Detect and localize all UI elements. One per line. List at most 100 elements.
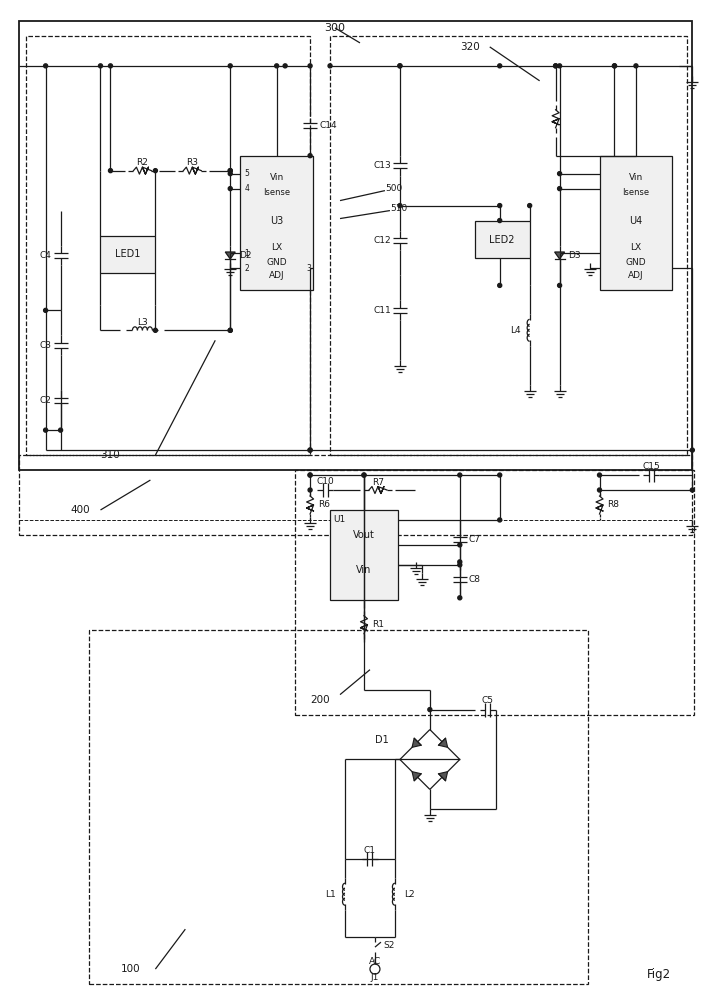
Polygon shape bbox=[438, 772, 447, 781]
Circle shape bbox=[428, 708, 432, 712]
Text: U3: U3 bbox=[270, 216, 283, 226]
Circle shape bbox=[44, 64, 47, 68]
Text: C3: C3 bbox=[40, 341, 52, 350]
Circle shape bbox=[498, 204, 502, 208]
Circle shape bbox=[612, 64, 617, 68]
Circle shape bbox=[59, 428, 62, 432]
Text: D2: D2 bbox=[239, 251, 252, 260]
Circle shape bbox=[308, 473, 312, 477]
Bar bbox=[475, 221, 530, 258]
Circle shape bbox=[362, 473, 366, 477]
Text: Vin: Vin bbox=[629, 173, 643, 182]
Text: 200: 200 bbox=[310, 695, 330, 705]
Text: 510: 510 bbox=[390, 204, 407, 213]
Circle shape bbox=[598, 488, 602, 492]
Text: Vin: Vin bbox=[356, 565, 372, 575]
Circle shape bbox=[498, 64, 502, 68]
Circle shape bbox=[458, 543, 462, 547]
Circle shape bbox=[634, 64, 638, 68]
Text: R7: R7 bbox=[372, 478, 384, 487]
Text: D1: D1 bbox=[375, 735, 389, 745]
Text: U1: U1 bbox=[333, 515, 346, 524]
Text: 1: 1 bbox=[244, 249, 249, 258]
Circle shape bbox=[362, 473, 366, 477]
Circle shape bbox=[308, 473, 312, 477]
Circle shape bbox=[44, 308, 47, 312]
Text: LX: LX bbox=[271, 243, 282, 252]
Circle shape bbox=[283, 64, 287, 68]
Bar bbox=[295, 470, 695, 715]
Circle shape bbox=[108, 64, 113, 68]
Circle shape bbox=[228, 172, 232, 176]
Text: R3: R3 bbox=[186, 158, 198, 167]
Text: Fig2: Fig2 bbox=[647, 968, 671, 981]
Circle shape bbox=[228, 328, 232, 332]
Circle shape bbox=[558, 64, 561, 68]
Circle shape bbox=[498, 283, 502, 287]
Text: Isense: Isense bbox=[622, 188, 649, 197]
Text: 300: 300 bbox=[324, 23, 346, 33]
Text: 500: 500 bbox=[385, 184, 402, 193]
Bar bbox=[101, 236, 155, 273]
Text: 320: 320 bbox=[459, 42, 479, 52]
Text: J1: J1 bbox=[371, 973, 379, 982]
Circle shape bbox=[458, 563, 462, 567]
Circle shape bbox=[308, 64, 312, 68]
Text: 2: 2 bbox=[244, 264, 249, 273]
Polygon shape bbox=[554, 252, 564, 259]
Text: Vin: Vin bbox=[270, 173, 284, 182]
Circle shape bbox=[458, 596, 462, 600]
Text: 3: 3 bbox=[306, 264, 311, 273]
Circle shape bbox=[498, 518, 502, 522]
Text: R8: R8 bbox=[607, 500, 620, 509]
Circle shape bbox=[458, 473, 462, 477]
Polygon shape bbox=[225, 252, 235, 259]
Text: 4: 4 bbox=[244, 184, 249, 193]
Polygon shape bbox=[412, 772, 421, 781]
Circle shape bbox=[458, 560, 462, 564]
Circle shape bbox=[558, 172, 561, 176]
Circle shape bbox=[154, 328, 157, 332]
Text: GND: GND bbox=[626, 258, 646, 267]
Text: R6: R6 bbox=[318, 500, 330, 509]
Text: C15: C15 bbox=[643, 462, 661, 471]
Circle shape bbox=[554, 64, 558, 68]
Bar bbox=[18, 455, 692, 535]
Bar bbox=[18, 21, 692, 470]
Text: Vout: Vout bbox=[353, 530, 375, 540]
Bar bbox=[600, 156, 673, 290]
Circle shape bbox=[228, 169, 232, 173]
Text: GND: GND bbox=[266, 258, 287, 267]
Circle shape bbox=[308, 448, 312, 452]
Circle shape bbox=[108, 169, 113, 173]
Circle shape bbox=[228, 169, 232, 173]
Bar bbox=[330, 510, 398, 600]
Text: C7: C7 bbox=[469, 535, 481, 544]
Text: C12: C12 bbox=[373, 236, 391, 245]
Circle shape bbox=[398, 64, 402, 68]
Circle shape bbox=[228, 64, 232, 68]
Bar bbox=[25, 36, 310, 455]
Circle shape bbox=[598, 473, 602, 477]
Circle shape bbox=[527, 204, 532, 208]
Circle shape bbox=[498, 473, 502, 477]
Circle shape bbox=[228, 187, 232, 191]
Polygon shape bbox=[438, 738, 447, 747]
Text: ADJ: ADJ bbox=[628, 271, 644, 280]
Circle shape bbox=[98, 64, 103, 68]
Text: C2: C2 bbox=[40, 396, 52, 405]
Circle shape bbox=[690, 488, 695, 492]
Text: L4: L4 bbox=[510, 326, 520, 335]
Text: R2: R2 bbox=[137, 158, 149, 167]
Text: C13: C13 bbox=[373, 161, 391, 170]
Text: C14: C14 bbox=[319, 121, 337, 130]
Circle shape bbox=[498, 219, 502, 223]
Circle shape bbox=[558, 187, 561, 191]
Circle shape bbox=[154, 169, 157, 173]
Text: L1: L1 bbox=[325, 890, 336, 899]
Text: LED1: LED1 bbox=[115, 249, 141, 259]
Text: C10: C10 bbox=[316, 477, 334, 486]
Text: AC: AC bbox=[369, 957, 381, 966]
Text: D3: D3 bbox=[569, 251, 581, 260]
Circle shape bbox=[44, 428, 47, 432]
